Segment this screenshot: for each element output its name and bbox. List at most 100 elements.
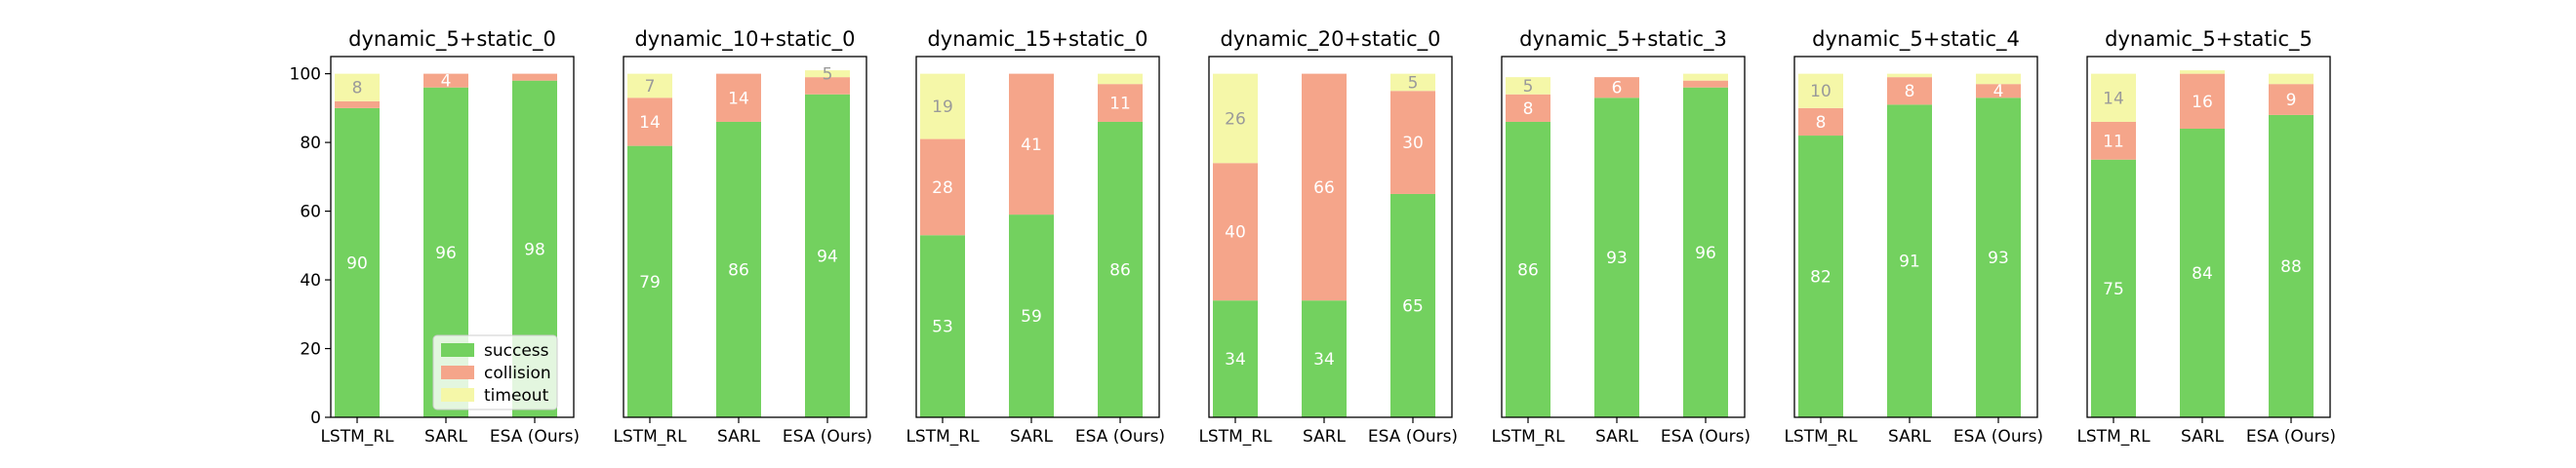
bar-value-label: 5: [1408, 73, 1419, 93]
bar-value-label: 41: [1021, 136, 1042, 155]
bar-value-label: 9: [2286, 91, 2297, 110]
bar-segment-collision: [1594, 77, 1639, 98]
axes-frame: [623, 56, 867, 418]
y-tick-label: 20: [300, 340, 321, 360]
bar-segment-timeout: [1976, 73, 2021, 85]
bar-segment-success: [1009, 214, 1054, 417]
bar-value-label: 16: [2192, 93, 2213, 112]
x-tick-label: SARL: [1010, 427, 1054, 447]
bar-segment-success: [1390, 193, 1435, 417]
bar-segment-collision: [335, 100, 380, 108]
bar-value-label: 66: [1313, 178, 1335, 198]
bar-segment-timeout: [920, 73, 965, 139]
x-tick-label: LSTM_RL: [613, 427, 687, 447]
legend-label-success: success: [484, 341, 549, 361]
bar-value-label: 79: [639, 273, 661, 292]
bar-segment-timeout: [2091, 73, 2136, 122]
bar-segment-success: [920, 235, 965, 417]
y-tick-label: 40: [300, 271, 321, 291]
bar-segment-collision: [1976, 84, 2021, 98]
bar-segment-collision: [2269, 84, 2314, 115]
panel-title: dynamic_10+static_0: [634, 27, 855, 52]
bar-segment-success: [627, 145, 672, 417]
bar-segment-collision: [1887, 77, 1932, 105]
bar-segment-timeout: [335, 73, 380, 101]
bar-segment-timeout: [627, 73, 672, 98]
bar-value-label: 34: [1225, 350, 1246, 370]
bar-value-label: 11: [1109, 95, 1131, 114]
x-tick-label: SARL: [1888, 427, 1932, 447]
x-tick-label: ESA (Ours): [1368, 427, 1458, 447]
bar-segment-collision: [1390, 91, 1435, 194]
bar-segment-collision: [1213, 163, 1258, 301]
bar-segment-collision: [1009, 73, 1054, 215]
x-tick-label: LSTM_RL: [906, 427, 980, 447]
x-tick-label: ESA (Ours): [2246, 427, 2336, 447]
bar-value-label: 86: [728, 260, 749, 280]
bar-value-label: 5: [823, 65, 833, 85]
bar-segment-collision: [1506, 94, 1550, 122]
bar-segment-timeout: [1506, 77, 1550, 95]
bar-segment-timeout: [2269, 73, 2314, 85]
panel-title: dynamic_5+static_3: [1519, 27, 1727, 52]
subplot-panel: 79 14 7 86 14 94 5 dynamic_10+static_0 LSTM_RL SA…: [613, 27, 872, 447]
axes-frame: [1208, 56, 1453, 418]
bar-segment-success: [716, 121, 761, 417]
x-tick-label: LSTM_RL: [1784, 427, 1858, 447]
bar-segment-success: [1976, 98, 2021, 418]
bar-value-label: 4: [1993, 82, 2004, 101]
x-tick-label: LSTM_RL: [1491, 427, 1565, 447]
bar-value-label: 30: [1402, 134, 1424, 153]
y-tick-label: 0: [310, 409, 321, 428]
bar-segment-collision: [2091, 121, 2136, 160]
x-tick-label: SARL: [1595, 427, 1639, 447]
panel-title: dynamic_5+static_4: [1812, 27, 2020, 52]
bar-segment-timeout: [1390, 73, 1435, 92]
axes-frame: [1501, 56, 1746, 418]
bar-value-label: 94: [817, 247, 838, 266]
x-tick-label: LSTM_RL: [320, 427, 394, 447]
x-tick-label: SARL: [2181, 427, 2225, 447]
bar-segment-timeout: [1798, 73, 1843, 108]
bar-value-label: 96: [1695, 244, 1716, 263]
bar-segment-collision: [512, 73, 557, 81]
bar-value-label: 34: [1313, 350, 1335, 370]
bar-value-label: 8: [1523, 99, 1534, 119]
bar-segment-success: [1098, 121, 1143, 417]
bar-value-label: 75: [2103, 280, 2124, 299]
x-tick-label: ESA (Ours): [783, 427, 872, 447]
bar-segment-timeout: [1098, 73, 1143, 85]
bar-segment-collision: [627, 98, 672, 146]
bar-segment-success: [1506, 121, 1550, 417]
bar-value-label: 86: [1517, 260, 1539, 280]
bar-segment-success: [1213, 300, 1258, 417]
bar-segment-success: [335, 107, 380, 417]
bar-value-label: 10: [1810, 82, 1831, 101]
bar-segment-timeout: [1887, 73, 1932, 78]
bar-segment-success: [1798, 136, 1843, 418]
bar-value-label: 6: [1612, 79, 1623, 98]
bar-value-label: 19: [932, 98, 953, 117]
subplot-panel: 53 28 19 59 41 86 11 dynamic_15+static_0 LSTM_RL…: [906, 27, 1165, 447]
axes-frame: [330, 56, 575, 418]
subplot-panel: 75 11 14 84 16 88 9 dynamic_5+static_5 LSTM_RL SA…: [2076, 27, 2336, 447]
y-tick-label: 80: [300, 134, 321, 153]
x-tick-label: LSTM_RL: [2076, 427, 2151, 447]
bar-value-label: 59: [1021, 307, 1042, 327]
bar-segment-collision: [423, 73, 468, 88]
bar-segment-collision: [1098, 84, 1143, 122]
bar-value-label: 7: [645, 77, 656, 97]
bar-segment-timeout: [805, 70, 850, 78]
bar-segment-collision: [716, 73, 761, 122]
y-tick-label: 100: [290, 65, 321, 85]
bar-value-label: 96: [435, 244, 457, 263]
x-tick-label: SARL: [717, 427, 761, 447]
bar-segment-success: [2180, 129, 2225, 417]
subplot-panel: 82 8 10 91 8 93 4 dynamic_5+static_4 LSTM_RL SARL…: [1784, 27, 2043, 447]
bar-value-label: 53: [932, 318, 953, 337]
legend-label-collision: collision: [484, 364, 551, 383]
bar-segment-timeout: [1213, 73, 1258, 164]
legend-swatch-timeout: [441, 388, 474, 402]
legend-label-timeout: timeout: [484, 386, 549, 406]
panel-title: dynamic_5+static_5: [2105, 27, 2313, 52]
